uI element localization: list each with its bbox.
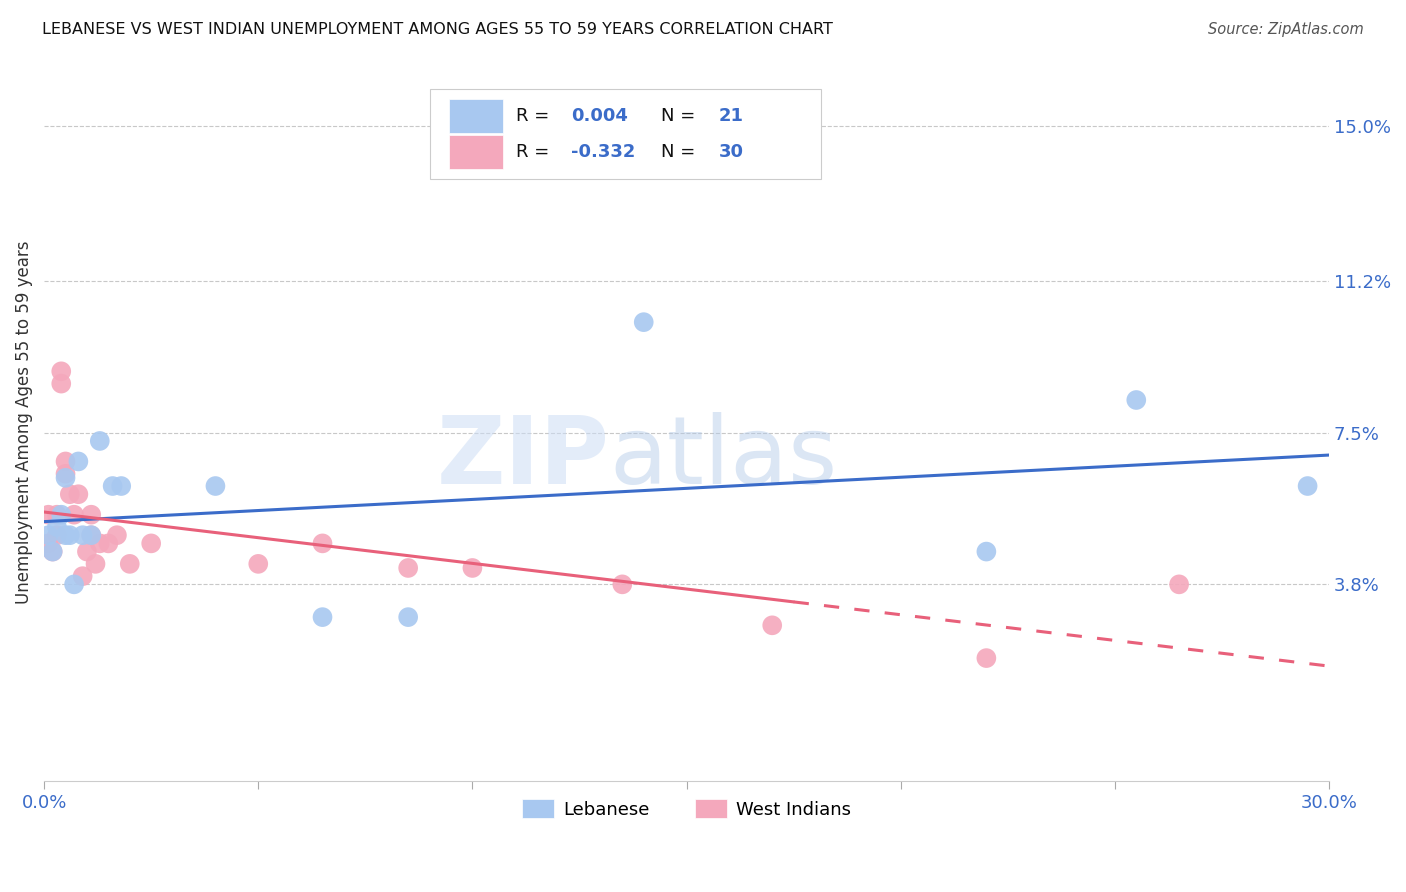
Point <box>46 508 69 522</box>
Point <box>461 561 484 575</box>
Text: N =: N = <box>661 143 700 161</box>
Point <box>37 536 59 550</box>
Point <box>59 528 82 542</box>
Text: 30: 30 <box>718 143 744 161</box>
Point <box>67 487 90 501</box>
Point <box>55 471 77 485</box>
Point <box>976 544 998 558</box>
Point <box>105 528 128 542</box>
FancyBboxPatch shape <box>449 135 503 169</box>
Point <box>311 610 333 624</box>
Point <box>41 544 63 558</box>
Point <box>396 610 419 624</box>
FancyBboxPatch shape <box>449 99 503 133</box>
Text: -0.332: -0.332 <box>571 143 636 161</box>
Text: R =: R = <box>516 143 555 161</box>
Point <box>41 544 63 558</box>
Text: 0.004: 0.004 <box>571 107 628 125</box>
Point <box>55 454 77 468</box>
Point <box>633 315 655 329</box>
Point <box>55 467 77 481</box>
Point <box>37 528 59 542</box>
Point <box>247 557 270 571</box>
Point <box>761 618 783 632</box>
Point <box>51 508 73 522</box>
Point <box>63 508 86 522</box>
Point <box>110 479 132 493</box>
Point <box>101 479 124 493</box>
Text: N =: N = <box>661 107 700 125</box>
Point <box>63 577 86 591</box>
Point <box>67 454 90 468</box>
Point <box>80 528 103 542</box>
Point <box>89 434 111 448</box>
Point <box>141 536 163 550</box>
Point <box>80 528 103 542</box>
Point <box>311 536 333 550</box>
Point <box>46 528 69 542</box>
Text: Source: ZipAtlas.com: Source: ZipAtlas.com <box>1208 22 1364 37</box>
Point <box>46 520 69 534</box>
Text: 21: 21 <box>718 107 744 125</box>
Point <box>59 487 82 501</box>
Point <box>1125 392 1147 407</box>
Point <box>80 508 103 522</box>
Point <box>204 479 226 493</box>
Point <box>72 569 94 583</box>
Point <box>51 376 73 391</box>
Point <box>84 557 107 571</box>
Point <box>612 577 634 591</box>
Text: R =: R = <box>516 107 555 125</box>
Legend: Lebanese, West Indians: Lebanese, West Indians <box>515 792 859 826</box>
Y-axis label: Unemployment Among Ages 55 to 59 years: Unemployment Among Ages 55 to 59 years <box>15 241 32 604</box>
Point <box>76 544 98 558</box>
Point <box>976 651 998 665</box>
Text: ZIP: ZIP <box>437 412 609 504</box>
Text: atlas: atlas <box>609 412 838 504</box>
Text: LEBANESE VS WEST INDIAN UNEMPLOYMENT AMONG AGES 55 TO 59 YEARS CORRELATION CHART: LEBANESE VS WEST INDIAN UNEMPLOYMENT AMO… <box>42 22 832 37</box>
Point <box>55 528 77 542</box>
Point <box>97 536 120 550</box>
Point <box>396 561 419 575</box>
Point <box>51 364 73 378</box>
Point <box>37 508 59 522</box>
FancyBboxPatch shape <box>430 89 821 178</box>
Point <box>1168 577 1191 591</box>
Point <box>89 536 111 550</box>
Point <box>1296 479 1319 493</box>
Point <box>72 528 94 542</box>
Point <box>118 557 141 571</box>
